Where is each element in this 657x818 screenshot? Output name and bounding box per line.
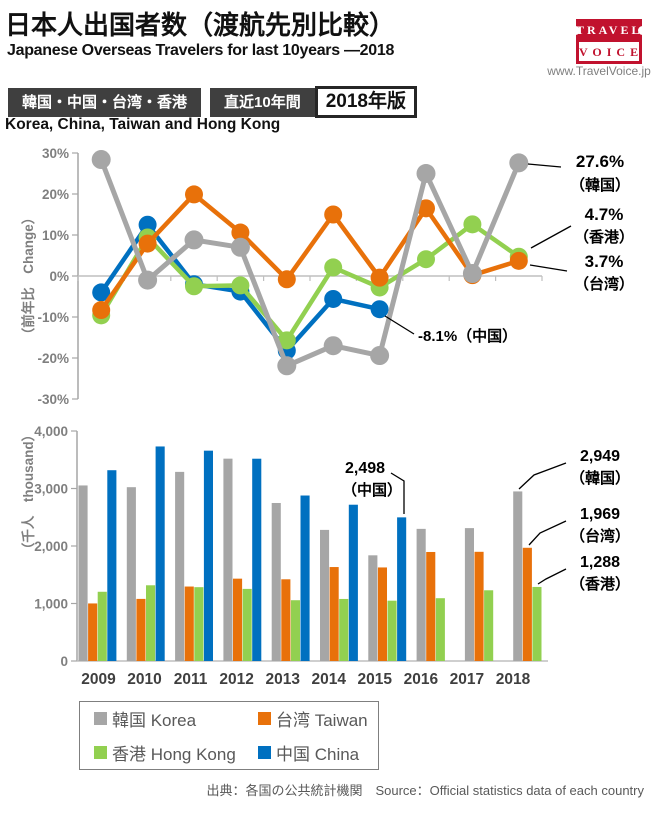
svg-text:2016: 2016 [404, 671, 439, 688]
china-swatch-icon [258, 745, 271, 759]
svg-text:2,498: 2,498 [345, 460, 385, 477]
page-subtitle: Japanese Overseas Travelers for last 10y… [7, 42, 395, 59]
svg-text:2010: 2010 [127, 671, 161, 688]
svg-text:3.7%: 3.7% [585, 252, 624, 271]
svg-text:1,288: 1,288 [580, 554, 620, 571]
subheading-en: Korea, China, Taiwan and Hong Kong [5, 116, 281, 133]
legend-item-hongkong: 香港 Hong Kong [94, 740, 258, 765]
ticket-notch-right-icon [638, 26, 647, 35]
svg-text:2014: 2014 [312, 671, 347, 688]
svg-text:-20%: -20% [37, 351, 69, 366]
legend-item-korea: 韓国 Korea [94, 706, 258, 731]
legend-label-taiwan: 台湾 Taiwan [276, 711, 368, 731]
svg-text:1,000: 1,000 [34, 597, 68, 612]
badge-row: 韓国・中国・台湾・香港 直近10年間 2018年版 [8, 86, 417, 118]
svg-text:4,000: 4,000 [34, 424, 68, 439]
svg-text:2011: 2011 [174, 671, 208, 688]
source-note: 出典：各国の公共統計機関 Source：Official statistics … [206, 783, 644, 798]
svg-text:（香港）: （香港） [574, 228, 634, 246]
travelvoice-logo: TRAVEL VOICE [571, 19, 647, 64]
logo-url: www.TravelVoice.jp [547, 64, 651, 78]
legend-item-china: 中国 China [258, 740, 378, 765]
hongkong-swatch-icon [94, 745, 107, 759]
ticket-notch-left-icon [571, 26, 580, 35]
svg-text:10%: 10% [42, 228, 69, 243]
korea-swatch-icon [94, 712, 107, 726]
svg-text:（韓国）: （韓国） [570, 469, 630, 487]
badge-regions: 韓国・中国・台湾・香港 [8, 87, 202, 117]
svg-text:0%: 0% [49, 269, 69, 284]
svg-text:2,000: 2,000 [34, 539, 68, 554]
svg-text:（台湾）: （台湾） [570, 527, 630, 545]
badge-edition: 2018年版 [314, 86, 417, 118]
svg-text:-8.1%（中国）: -8.1%（中国） [418, 327, 517, 345]
legend-item-taiwan: 台湾 Taiwan [258, 706, 378, 731]
bar-chart: 4,000 3,000 2,000 1,000 0 2009 2010 2011 2012 201… [34, 424, 630, 688]
page-title: 日本人出国者数（渡航先別比較） [5, 10, 396, 40]
logo-voice-text: VOICE [579, 42, 639, 61]
svg-text:（香港）: （香港） [570, 575, 630, 593]
svg-text:0: 0 [60, 654, 68, 669]
svg-text:1,969: 1,969 [580, 506, 620, 523]
line-chart: 30% 20% 10% 0% -10% -20% -30% 27.6% （韓国） 4.7% （香港）… [37, 146, 634, 407]
svg-text:27.6%: 27.6% [576, 152, 624, 171]
svg-text:（台湾）: （台湾） [574, 275, 634, 293]
svg-text:20%: 20% [42, 187, 69, 202]
svg-text:2012: 2012 [219, 671, 253, 688]
legend-label-hongkong: 香港 Hong Kong [112, 744, 236, 764]
legend: 韓国 Korea 台湾 Taiwan 香港 Hong Kong 中国 China [79, 701, 379, 770]
svg-text:4.7%: 4.7% [585, 205, 624, 224]
svg-text:2015: 2015 [358, 671, 393, 688]
legend-label-china: 中国 China [276, 744, 360, 764]
svg-text:30%: 30% [42, 146, 69, 161]
svg-text:2009: 2009 [81, 671, 116, 688]
logo-travel-text: TRAVEL [576, 23, 643, 37]
svg-text:2,949: 2,949 [580, 448, 620, 465]
badge-period: 直近10年間 [210, 87, 315, 117]
taiwan-swatch-icon [258, 712, 271, 726]
svg-text:3,000: 3,000 [34, 482, 68, 497]
svg-text:-10%: -10% [37, 310, 69, 325]
legend-label-korea: 韓国 Korea [112, 711, 197, 731]
svg-text:-30%: -30% [37, 392, 69, 407]
svg-text:（中国）: （中国） [342, 481, 402, 499]
svg-text:2018: 2018 [496, 671, 531, 688]
svg-text:（韓国）: （韓国） [570, 176, 630, 194]
svg-text:2013: 2013 [265, 671, 300, 688]
svg-text:2017: 2017 [450, 671, 484, 688]
